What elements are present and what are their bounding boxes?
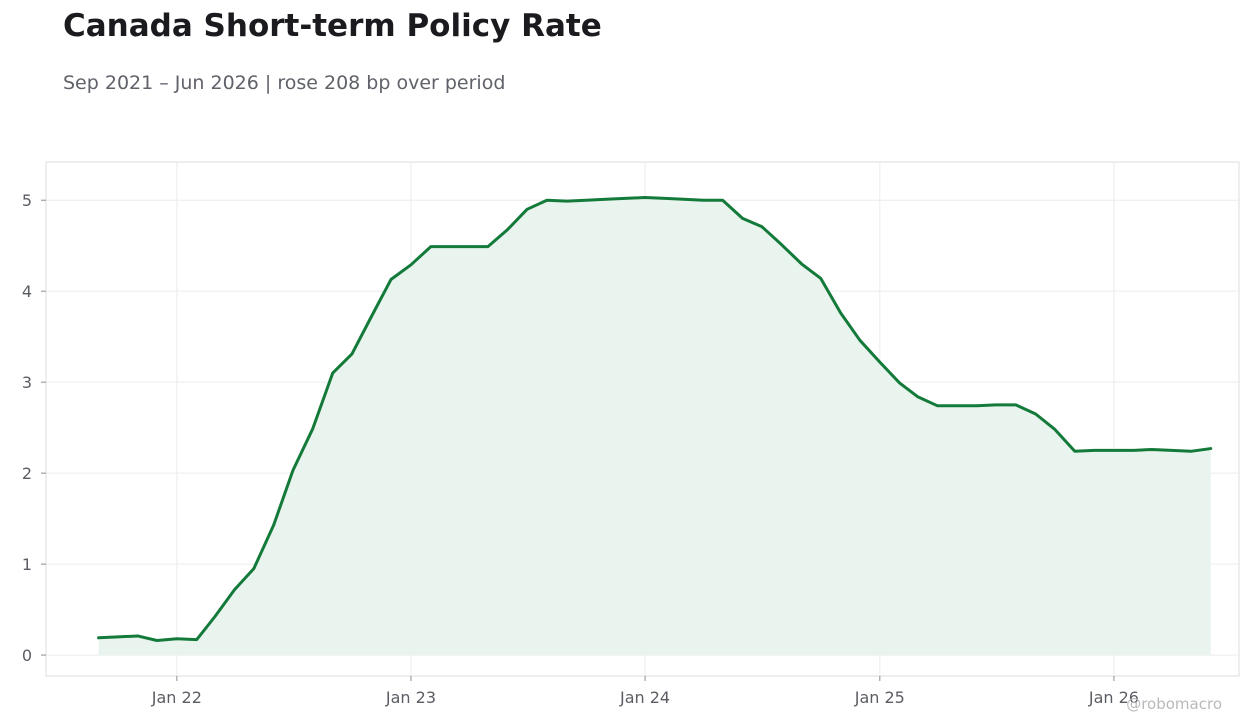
plot-frame [45,161,1240,677]
x-tick-label: Jan 24 [619,688,670,707]
y-axis-ticks: 0 1 2 3 4 5 [22,191,46,665]
y-tick-label: 0 [22,646,32,665]
y-tick-label: 5 [22,191,32,210]
x-tick-label: Jan 25 [854,688,905,707]
y-tick-label: 2 [22,464,32,483]
series-line [97,195,1213,643]
x-axis-ticks: Jan 22 Jan 23 Jan 24 Jan 25 Jan 26 [151,676,1139,707]
y-tick-label: 3 [22,373,32,392]
x-tick-label: Jan 22 [151,688,202,707]
x-tick-label: Jan 26 [1088,688,1139,707]
x-tick-label: Jan 23 [385,688,436,707]
y-tick-label: 4 [22,282,32,301]
chart-title: Canada Short-term Policy Rate [63,8,602,44]
watermark: @robomacro [1126,695,1222,713]
chart-subtitle: Sep 2021 – Jun 2026 | rose 208 bp over p… [63,72,506,94]
y-tick-label: 1 [22,555,32,574]
series-area-fill [98,197,1211,656]
